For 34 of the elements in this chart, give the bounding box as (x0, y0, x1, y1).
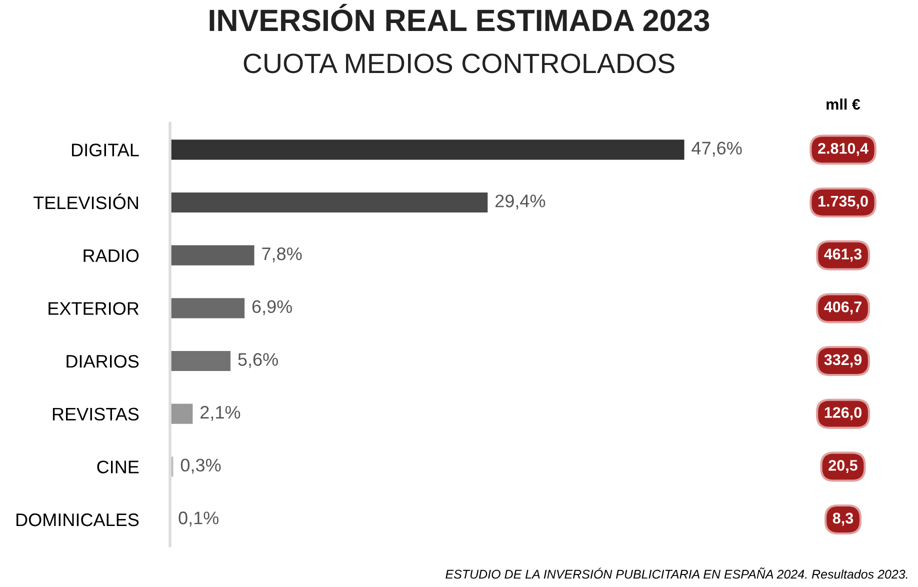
data-label: 47,6% (692, 142, 742, 157)
data-label: 0,3% (180, 458, 221, 474)
text: 8,3 (832, 512, 854, 526)
text: 20,5 (828, 460, 858, 473)
text: 406,7 (824, 301, 862, 314)
data-label: 7,8% (262, 247, 302, 262)
bar (170, 192, 488, 213)
chart-title: INVERSIÓN REAL ESTIMADA 2023 (210, 4, 710, 32)
bar (170, 404, 193, 424)
y-tick-label: TELEVISIÓN (33, 193, 138, 210)
y-tick-label: EXTERIOR (48, 302, 139, 315)
data-label: 6,9% (252, 300, 292, 316)
y-tick-label: DIGITAL (72, 144, 139, 156)
text: 332,9 (824, 354, 862, 368)
text: mll € (826, 98, 860, 110)
y-tick-label: CINE (97, 460, 139, 474)
data-label: 0,1% (178, 512, 219, 526)
text: 1.735,0 (818, 196, 868, 209)
text: ESTUDIO DE LA INVERSIÓN PUBLICITARIA EN ESPAÑA 2024. Resultados 2023. (446, 568, 908, 579)
data-label: 29,4% (496, 194, 546, 210)
bar (170, 298, 245, 318)
text: 461,3 (824, 248, 862, 262)
y-tick-label: DOMINICALES (16, 513, 139, 526)
data-label: 5,6% (238, 353, 278, 368)
y-tick-label: DIARIOS (66, 354, 139, 368)
text: 126,0 (824, 407, 862, 420)
y-tick-label: RADIO (84, 249, 139, 262)
chart-subtitle: CUOTA MEDIOS CONTROLADOS (244, 54, 674, 74)
bar (170, 245, 254, 266)
bar (170, 350, 231, 372)
text: 2.810,4 (818, 142, 868, 156)
bar (170, 140, 684, 160)
data-label: 2,1% (200, 406, 240, 421)
y-tick-label: REVISTAS (52, 408, 139, 421)
